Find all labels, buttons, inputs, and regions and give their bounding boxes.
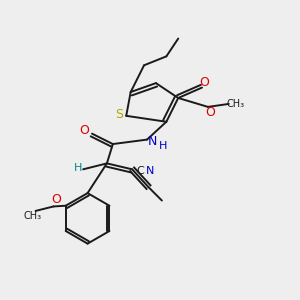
Text: O: O — [200, 76, 209, 89]
Text: H: H — [74, 163, 82, 173]
Text: S: S — [115, 108, 123, 121]
Text: CH₃: CH₃ — [226, 99, 244, 109]
Text: O: O — [206, 106, 215, 119]
Text: H: H — [159, 141, 168, 151]
Text: N: N — [146, 166, 154, 176]
Text: O: O — [51, 194, 61, 206]
Text: N: N — [148, 135, 157, 148]
Text: C: C — [136, 166, 144, 176]
Text: CH₃: CH₃ — [23, 211, 42, 221]
Text: O: O — [80, 124, 89, 137]
